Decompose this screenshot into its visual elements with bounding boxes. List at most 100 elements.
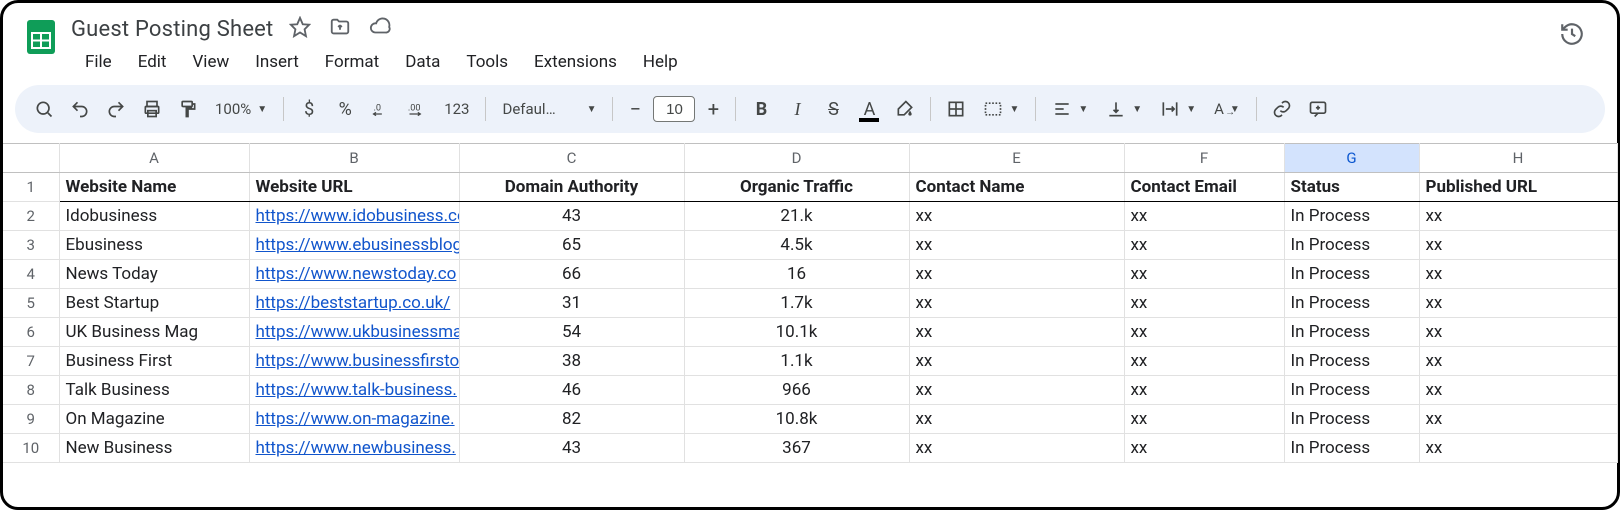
row-header[interactable]: 4 xyxy=(3,260,59,289)
cell[interactable]: In Process xyxy=(1284,318,1419,347)
menu-view[interactable]: View xyxy=(180,48,241,76)
row-header[interactable]: 6 xyxy=(3,318,59,347)
move-icon[interactable] xyxy=(329,16,351,42)
print-icon[interactable] xyxy=(135,92,169,126)
url-link[interactable]: https://beststartup.co.uk/ xyxy=(256,293,451,313)
row-header[interactable]: 2 xyxy=(3,202,59,231)
vertical-align-button[interactable]: ▼ xyxy=(1098,92,1150,126)
cell[interactable]: In Process xyxy=(1284,202,1419,231)
cell[interactable]: 43 xyxy=(459,434,684,463)
url-link[interactable]: https://www.newstoday.co xyxy=(256,264,457,284)
header-cell[interactable]: Domain Authority xyxy=(459,173,684,202)
url-link[interactable]: https://www.on-magazine. xyxy=(256,409,455,429)
column-header-E[interactable]: E xyxy=(909,144,1124,173)
cell[interactable]: Best Startup xyxy=(59,289,249,318)
menu-insert[interactable]: Insert xyxy=(243,48,311,76)
format-currency-button[interactable]: $ xyxy=(292,92,326,126)
borders-button[interactable] xyxy=(939,92,973,126)
cell[interactable]: Talk Business xyxy=(59,376,249,405)
cell[interactable]: 4.5k xyxy=(684,231,909,260)
insert-link-button[interactable] xyxy=(1265,92,1299,126)
history-icon[interactable] xyxy=(1559,21,1585,51)
spreadsheet-grid[interactable]: ABCDEFGH 1Website NameWebsite URLDomain … xyxy=(3,143,1617,463)
cell[interactable]: xx xyxy=(1419,202,1617,231)
cell[interactable]: 46 xyxy=(459,376,684,405)
cell[interactable]: xx xyxy=(1419,434,1617,463)
star-icon[interactable] xyxy=(289,16,311,42)
cell[interactable]: https://www.businessfirsto xyxy=(249,347,459,376)
select-all-corner[interactable] xyxy=(3,144,59,173)
url-link[interactable]: https://www.ebusinessblog xyxy=(256,235,460,255)
menu-tools[interactable]: Tools xyxy=(454,48,520,76)
cell[interactable]: 65 xyxy=(459,231,684,260)
cell[interactable]: 38 xyxy=(459,347,684,376)
cell[interactable]: xx xyxy=(1124,231,1284,260)
url-link[interactable]: https://www.idobusiness.com xyxy=(256,206,460,226)
cell[interactable]: Idobusiness xyxy=(59,202,249,231)
merge-cells-button[interactable]: ▼ xyxy=(975,92,1027,126)
insert-comment-button[interactable] xyxy=(1301,92,1335,126)
column-header-G[interactable]: G xyxy=(1284,144,1419,173)
cell[interactable]: Business First xyxy=(59,347,249,376)
cell[interactable]: xx xyxy=(1124,289,1284,318)
cell[interactable]: xx xyxy=(909,434,1124,463)
cell[interactable]: UK Business Mag xyxy=(59,318,249,347)
cell[interactable]: xx xyxy=(909,376,1124,405)
cell[interactable]: https://www.on-magazine. xyxy=(249,405,459,434)
cell[interactable]: xx xyxy=(1124,405,1284,434)
row-header[interactable]: 9 xyxy=(3,405,59,434)
cell[interactable]: In Process xyxy=(1284,289,1419,318)
row-header[interactable]: 1 xyxy=(3,173,59,202)
url-link[interactable]: https://www.ukbusinessmag xyxy=(256,322,460,342)
decrease-fontsize-button[interactable]: − xyxy=(621,95,649,123)
text-rotation-button[interactable]: A→▼ xyxy=(1206,92,1248,126)
url-link[interactable]: https://www.businessfirsto xyxy=(256,351,460,371)
format-percent-button[interactable]: % xyxy=(328,92,362,126)
cell[interactable]: xx xyxy=(1124,318,1284,347)
cell[interactable]: 16 xyxy=(684,260,909,289)
text-color-button[interactable]: A xyxy=(852,92,886,126)
header-cell[interactable]: Contact Email xyxy=(1124,173,1284,202)
cell[interactable]: https://www.ebusinessblog xyxy=(249,231,459,260)
header-cell[interactable]: Website Name xyxy=(59,173,249,202)
menu-extensions[interactable]: Extensions xyxy=(522,48,629,76)
cell[interactable]: 367 xyxy=(684,434,909,463)
cell[interactable]: In Process xyxy=(1284,347,1419,376)
cell[interactable]: xx xyxy=(1124,202,1284,231)
doc-title[interactable]: Guest Posting Sheet xyxy=(71,17,273,42)
undo-icon[interactable] xyxy=(63,92,97,126)
cell[interactable]: xx xyxy=(1419,347,1617,376)
header-cell[interactable]: Published URL xyxy=(1419,173,1617,202)
column-header-D[interactable]: D xyxy=(684,144,909,173)
strikethrough-button[interactable]: S xyxy=(816,92,850,126)
cell[interactable]: xx xyxy=(909,289,1124,318)
row-header[interactable]: 7 xyxy=(3,347,59,376)
cell[interactable]: xx xyxy=(1419,405,1617,434)
text-wrap-button[interactable]: ▼ xyxy=(1152,92,1204,126)
cell[interactable]: 31 xyxy=(459,289,684,318)
url-link[interactable]: https://www.newbusiness. xyxy=(256,438,456,458)
fill-color-button[interactable] xyxy=(888,92,922,126)
cell[interactable]: New Business xyxy=(59,434,249,463)
cell[interactable]: 66 xyxy=(459,260,684,289)
cell[interactable]: News Today xyxy=(59,260,249,289)
cell[interactable]: 1.1k xyxy=(684,347,909,376)
cell[interactable]: xx xyxy=(1124,260,1284,289)
cell[interactable]: 966 xyxy=(684,376,909,405)
header-cell[interactable]: Status xyxy=(1284,173,1419,202)
column-header-B[interactable]: B xyxy=(249,144,459,173)
row-header[interactable]: 5 xyxy=(3,289,59,318)
redo-icon[interactable] xyxy=(99,92,133,126)
column-header-C[interactable]: C xyxy=(459,144,684,173)
sheets-logo[interactable] xyxy=(21,17,61,57)
menu-data[interactable]: Data xyxy=(393,48,452,76)
header-cell[interactable]: Contact Name xyxy=(909,173,1124,202)
cell[interactable]: xx xyxy=(1124,434,1284,463)
fontsize-input[interactable] xyxy=(653,96,695,122)
cell[interactable]: xx xyxy=(1419,376,1617,405)
cell[interactable]: 10.1k xyxy=(684,318,909,347)
cell[interactable]: 21.k xyxy=(684,202,909,231)
cell[interactable]: xx xyxy=(1419,231,1617,260)
column-header-H[interactable]: H xyxy=(1419,144,1617,173)
cell[interactable]: xx xyxy=(909,405,1124,434)
